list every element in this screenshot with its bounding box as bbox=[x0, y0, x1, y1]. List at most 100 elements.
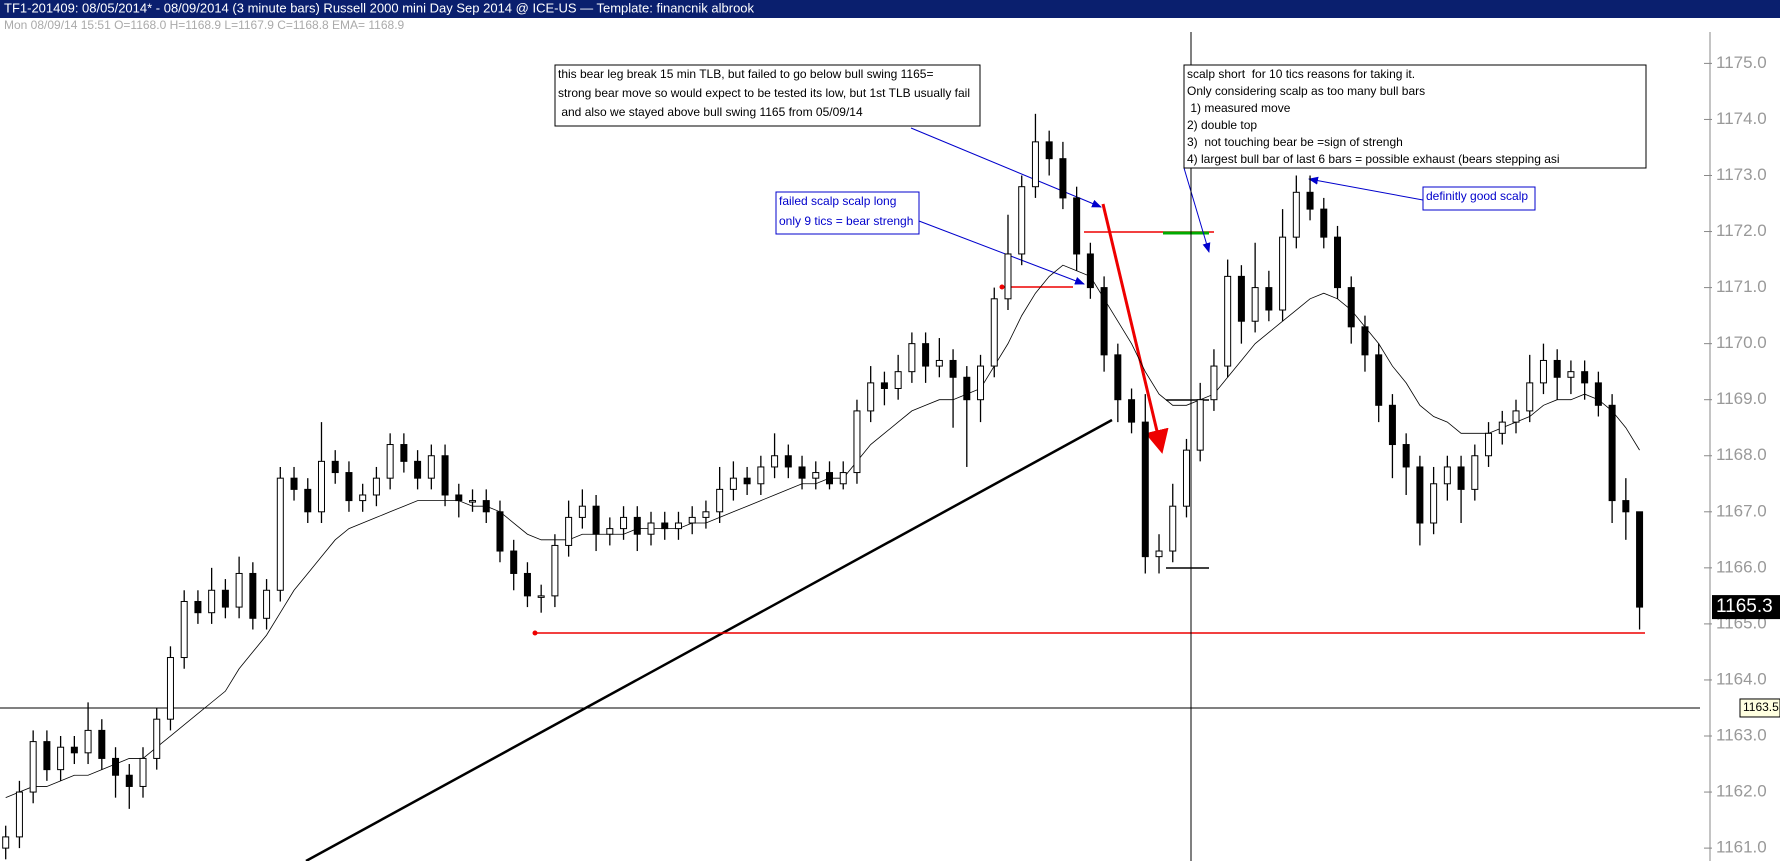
candle-body bbox=[812, 472, 820, 479]
annotation-text: Only considering scalp as too many bull … bbox=[1187, 84, 1425, 98]
candle-body bbox=[112, 757, 120, 776]
y-tick-label: 1175.0 bbox=[1716, 53, 1767, 72]
candle-body bbox=[1196, 399, 1204, 451]
candle-body bbox=[894, 371, 902, 389]
candle-body bbox=[1334, 236, 1342, 289]
y-tick-label: 1168.0 bbox=[1716, 445, 1767, 464]
candle-body bbox=[688, 516, 696, 524]
y-tick-label: 1173.0 bbox=[1716, 165, 1767, 184]
candle-body bbox=[441, 455, 449, 496]
candle-body bbox=[771, 455, 779, 468]
candle-body bbox=[1567, 371, 1575, 378]
candle-body bbox=[1526, 382, 1534, 412]
candle-body bbox=[386, 444, 394, 479]
candle-body bbox=[221, 589, 229, 608]
note-arrow bbox=[1308, 176, 1424, 201]
candle-body bbox=[798, 466, 806, 479]
candle-body bbox=[166, 657, 174, 720]
last-price-label: 1165.3 bbox=[1716, 596, 1773, 617]
candle-body bbox=[1237, 275, 1245, 322]
y-tick-label: 1162.0 bbox=[1716, 782, 1767, 801]
candle-body bbox=[1361, 326, 1369, 356]
candle-body bbox=[1155, 550, 1163, 558]
candle-body bbox=[1416, 466, 1424, 524]
candle-body bbox=[606, 528, 614, 535]
candle-body bbox=[496, 511, 504, 552]
candle-body bbox=[592, 505, 600, 535]
annotation-text: failed scalp scalp long bbox=[779, 194, 896, 208]
candle-body bbox=[469, 500, 477, 503]
candle-body bbox=[1059, 158, 1067, 199]
candle-body bbox=[1182, 449, 1190, 507]
candle-body bbox=[990, 298, 998, 367]
candle-body bbox=[523, 572, 531, 597]
candle-body bbox=[70, 746, 78, 754]
candle-body bbox=[578, 505, 586, 518]
candle-body bbox=[249, 572, 257, 619]
candle-body bbox=[647, 522, 655, 535]
candle-body bbox=[702, 511, 710, 518]
line-anchor bbox=[999, 284, 1005, 290]
candle-body bbox=[1594, 382, 1602, 406]
y-tick-label: 1171.0 bbox=[1716, 277, 1767, 296]
candle-body bbox=[1443, 466, 1451, 485]
line-anchor bbox=[532, 630, 538, 636]
ema-line bbox=[5, 264, 1640, 799]
candle-body bbox=[194, 600, 202, 614]
candle-body bbox=[98, 729, 106, 759]
candle-body bbox=[510, 550, 518, 574]
title-bar bbox=[0, 0, 1780, 18]
annotation-box bbox=[1422, 186, 1536, 211]
annotation-text: 4) largest bull bar of last 6 bars = pos… bbox=[1187, 152, 1560, 166]
candle-body bbox=[1224, 275, 1232, 367]
drawings bbox=[305, 127, 1645, 861]
candle-body bbox=[908, 343, 916, 373]
annotation-box bbox=[775, 191, 920, 235]
candle-body bbox=[43, 741, 51, 771]
candle-body bbox=[661, 522, 669, 530]
y-tick-label: 1164.0 bbox=[1716, 669, 1767, 688]
candle-body bbox=[537, 595, 545, 598]
trend-line bbox=[305, 418, 1113, 861]
candle-body bbox=[1608, 404, 1616, 502]
candle-body bbox=[15, 791, 23, 838]
candle-body bbox=[1292, 191, 1300, 238]
candle-body bbox=[949, 359, 957, 378]
candle-body bbox=[276, 477, 284, 591]
candle-body bbox=[1169, 505, 1177, 552]
candle-body bbox=[1141, 421, 1149, 558]
candle-body bbox=[1045, 141, 1053, 160]
candle-body bbox=[1086, 253, 1094, 289]
candle-body bbox=[1004, 253, 1012, 300]
candle-body bbox=[208, 589, 216, 614]
candle-body bbox=[400, 444, 408, 462]
move-arrow bbox=[1101, 203, 1169, 454]
annotation-text: definitly good scalp bbox=[1426, 189, 1528, 203]
candle-body bbox=[977, 365, 985, 401]
candle-body bbox=[963, 376, 971, 401]
candle-body bbox=[1073, 197, 1081, 255]
candle-body bbox=[345, 472, 353, 502]
candle-body bbox=[551, 544, 559, 597]
candle-body bbox=[153, 718, 161, 759]
annotation-text: and also we stayed above bull swing 1165… bbox=[558, 105, 863, 119]
candle-body bbox=[716, 488, 724, 513]
candle-body bbox=[729, 477, 737, 490]
candle-body bbox=[1375, 354, 1383, 406]
annotation-text: 2) double top bbox=[1187, 118, 1257, 132]
candle-body bbox=[125, 774, 133, 787]
candle-body bbox=[317, 460, 325, 513]
candle-body bbox=[57, 746, 65, 771]
y-tick-label: 1172.0 bbox=[1716, 221, 1767, 240]
candle-body bbox=[743, 477, 751, 485]
candle-body bbox=[853, 410, 861, 474]
y-tick-label: 1161.0 bbox=[1716, 838, 1767, 857]
annotation-text: 1) measured move bbox=[1187, 101, 1291, 115]
candle-body bbox=[1539, 359, 1547, 384]
annotation-text: only 9 tics = bear strengh bbox=[779, 214, 913, 228]
candle-body bbox=[1388, 404, 1396, 446]
candle-body bbox=[1279, 236, 1287, 311]
candle-body bbox=[139, 757, 147, 787]
candle-body bbox=[1306, 191, 1314, 210]
